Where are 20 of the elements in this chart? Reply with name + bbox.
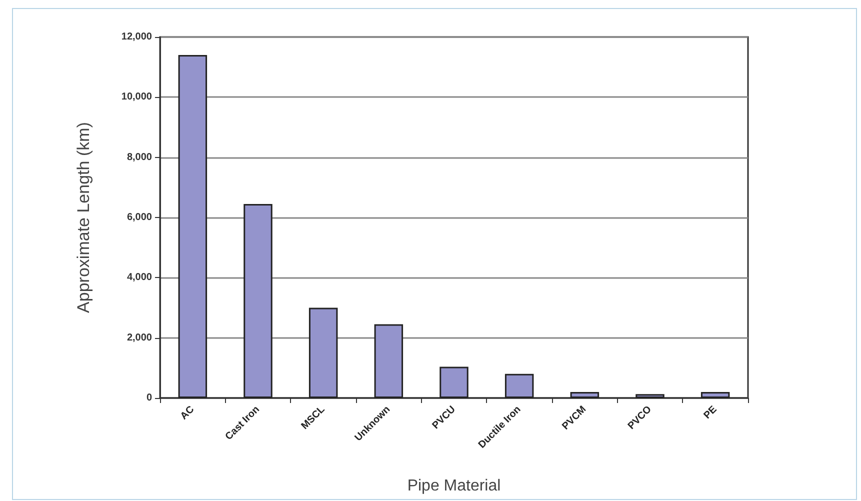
y-tick-label: 8,000 <box>126 152 152 163</box>
bar <box>700 392 730 398</box>
bar <box>570 392 600 398</box>
bar <box>636 394 664 398</box>
bar <box>374 324 404 398</box>
y-tick-label: 2,000 <box>126 332 152 344</box>
y-tick-label: 12,000 <box>121 32 152 42</box>
y-tick-label: 10,000 <box>121 92 152 103</box>
bar <box>440 366 468 398</box>
bar <box>244 204 272 398</box>
bar <box>308 308 338 398</box>
x-axis-title: Pipe Material <box>407 478 501 494</box>
y-tick-label: 6,000 <box>126 212 152 223</box>
x-tick-label: PE <box>702 404 720 422</box>
bar <box>178 55 208 398</box>
y-tick-label: 4,000 <box>126 272 152 284</box>
bar <box>504 374 534 398</box>
x-tick-label: AC <box>178 404 197 422</box>
y-axis-title: Approximate Length (km) <box>74 122 93 313</box>
y-tick-label: 0 <box>146 392 152 404</box>
